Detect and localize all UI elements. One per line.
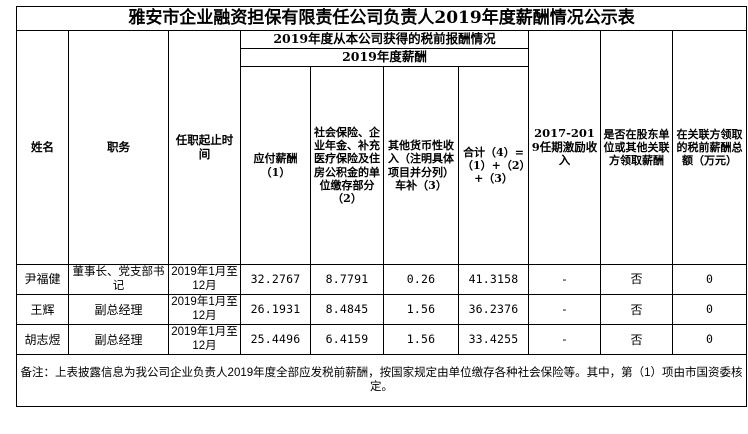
cell-name: 尹福健 bbox=[16, 263, 69, 296]
cell-tenure: 2019年1月至12月 bbox=[168, 263, 241, 296]
table-row: 胡志煜 副总经理 2019年1月至12月 25.4496 6.4159 1.56… bbox=[16, 324, 748, 356]
column-group-pretax-compensation: 2019年度从本公司获得的税前报酬情况 bbox=[240, 30, 529, 49]
cell-term-incentive: - bbox=[528, 294, 601, 326]
cell-total: 41.3158 bbox=[458, 263, 529, 296]
column-header-term-incentive: 2017-2019任期激励收入 bbox=[528, 30, 601, 265]
cell-tenure: 2019年1月至12月 bbox=[168, 294, 241, 326]
cell-payable-salary: 26.1931 bbox=[240, 294, 311, 326]
salary-disclosure-table: 雅安市企业融资担保有限责任公司负责人2019年度薪酬情况公示表 姓名 职务 任职… bbox=[15, 6, 748, 408]
cell-related-party-total: 0 bbox=[671, 294, 748, 326]
cell-social-insurance: 8.7791 bbox=[310, 263, 384, 296]
cell-term-incentive: - bbox=[528, 263, 601, 296]
cell-position: 副总经理 bbox=[68, 294, 169, 326]
column-group-annual-salary: 2019年度薪酬 bbox=[240, 48, 529, 67]
title-row: 雅安市企业融资担保有限责任公司负责人2019年度薪酬情况公示表 bbox=[15, 6, 748, 31]
column-header-related-party-paid: 是否在股东单位或其他关联方领取薪酬 bbox=[600, 30, 673, 265]
cell-name: 王辉 bbox=[16, 294, 69, 326]
cell-related-party-total: 0 bbox=[671, 324, 748, 356]
cell-position: 副总经理 bbox=[68, 324, 169, 356]
footer-note-row: 备注：上表披露信息为我公司企业负责人2019年度全部应发税前薪酬，按国家规定由单… bbox=[15, 354, 748, 408]
cell-related-party-total: 0 bbox=[671, 263, 748, 296]
cell-related-party-paid: 否 bbox=[600, 294, 673, 326]
header-group-row-1: 姓名 职务 任职起止时间 2019年度从本公司获得的税前报酬情况 2017-20… bbox=[16, 30, 748, 265]
column-header-other-monetary-income: 其他货币性收入（注明具体项目并分列）车补（3） bbox=[383, 66, 459, 265]
cell-other-monetary: 1.56 bbox=[383, 294, 459, 326]
table-row: 尹福健 董事长、党支部书记 2019年1月至12月 32.2767 8.7791… bbox=[16, 263, 748, 296]
column-header-name: 姓名 bbox=[16, 30, 69, 265]
cell-tenure: 2019年1月至12月 bbox=[168, 324, 241, 356]
column-header-social-insurance: 社会保险、企业年金、补充医疗保险及住房公积金的单位缴存部分（2） bbox=[310, 66, 384, 265]
cell-name: 胡志煜 bbox=[16, 324, 69, 356]
cell-total: 36.2376 bbox=[458, 294, 529, 326]
cell-payable-salary: 25.4496 bbox=[240, 324, 311, 356]
cell-term-incentive: - bbox=[528, 324, 601, 356]
column-header-tenure: 任职起止时间 bbox=[168, 30, 241, 265]
cell-related-party-paid: 否 bbox=[600, 263, 673, 296]
column-header-total: 合计（4）=（1）+（2）+（3） bbox=[458, 66, 529, 265]
column-header-payable-salary: 应付薪酬（1） bbox=[240, 66, 311, 265]
cell-social-insurance: 6.4159 bbox=[310, 324, 384, 356]
cell-other-monetary: 1.56 bbox=[383, 324, 459, 356]
cell-payable-salary: 32.2767 bbox=[240, 263, 311, 296]
cell-position: 董事长、党支部书记 bbox=[68, 263, 169, 296]
column-header-position: 职务 bbox=[68, 30, 169, 265]
salary-disclosure-sheet: 雅安市企业融资担保有限责任公司负责人2019年度薪酬情况公示表 姓名 职务 任职… bbox=[0, 6, 748, 434]
cell-related-party-paid: 否 bbox=[600, 324, 673, 356]
cell-total: 33.4255 bbox=[458, 324, 529, 356]
table-row: 王辉 副总经理 2019年1月至12月 26.1931 8.4845 1.56 … bbox=[16, 294, 748, 326]
page-title: 雅安市企业融资担保有限责任公司负责人2019年度薪酬情况公示表 bbox=[15, 6, 748, 31]
cell-social-insurance: 8.4845 bbox=[310, 294, 384, 326]
cell-other-monetary: 0.26 bbox=[383, 263, 459, 296]
footer-note: 备注：上表披露信息为我公司企业负责人2019年度全部应发税前薪酬，按国家规定由单… bbox=[15, 354, 748, 408]
column-header-related-party-total: 在关联方领取的税前薪酬总额（万元） bbox=[671, 30, 748, 265]
header-leaf-row: 应付薪酬（1） 社会保险、企业年金、补充医疗保险及住房公积金的单位缴存部分（2）… bbox=[17, 66, 747, 265]
